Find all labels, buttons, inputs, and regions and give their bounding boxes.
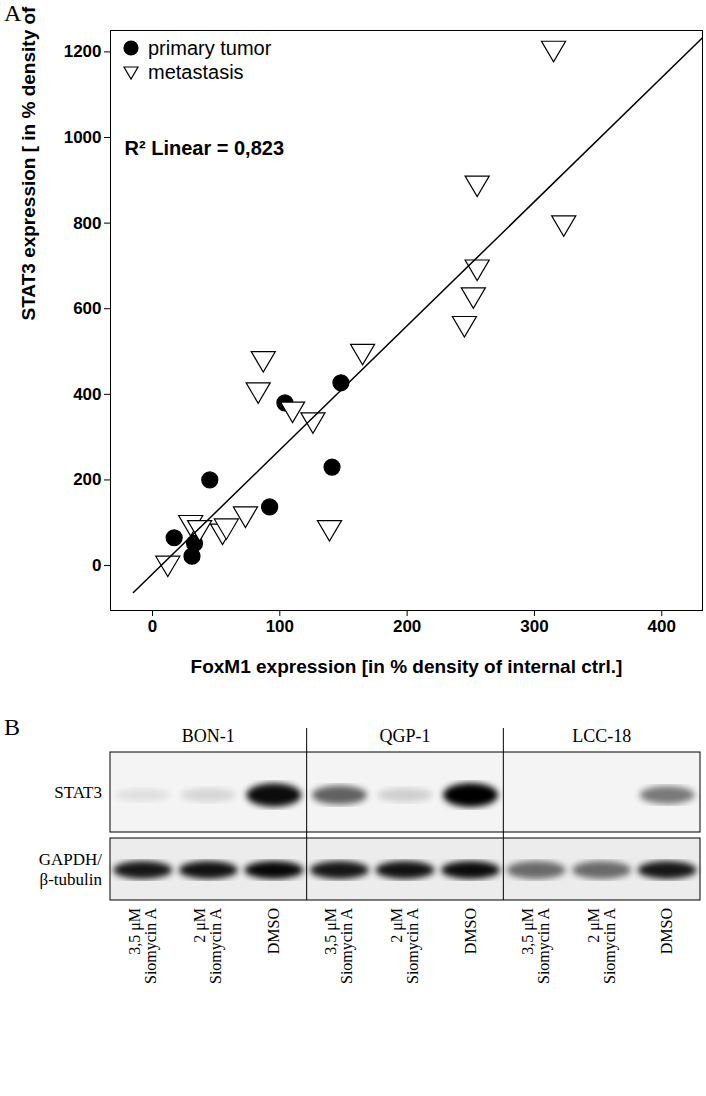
- html-text:primary tumor: primary tumor: [148, 36, 272, 59]
- svg-text:100: 100: [266, 617, 294, 636]
- svg-text:3,5 μMSiomycin A: 3,5 μMSiomycin A: [126, 908, 160, 984]
- svg-text:200: 200: [73, 470, 101, 489]
- svg-text:FoxM1 expression [in % density: FoxM1 expression [in % density of intern…: [191, 656, 623, 677]
- svg-text:200: 200: [393, 617, 421, 636]
- svg-text:BON-1: BON-1: [182, 726, 235, 746]
- svg-text:LCC-18: LCC-18: [572, 726, 631, 746]
- html-text:B: B: [4, 714, 20, 740]
- svg-text:1000: 1000: [64, 128, 102, 147]
- svg-text:3,5 μMSiomycin A: 3,5 μMSiomycin A: [519, 908, 553, 984]
- svg-text:3,5 μMSiomycin A: 3,5 μMSiomycin A: [322, 908, 356, 984]
- svg-text:800: 800: [73, 214, 101, 233]
- svg-text:STAT3 expression [ in % densit: STAT3 expression [ in % density of inter…: [18, 0, 39, 321]
- svg-text:2 μMSiomycin A: 2 μMSiomycin A: [585, 908, 619, 984]
- svg-text:0: 0: [92, 556, 101, 575]
- svg-text:DMSO: DMSO: [265, 908, 282, 954]
- html-text:A: A: [4, 0, 22, 26]
- svg-text:DMSO: DMSO: [462, 908, 479, 954]
- svg-text:400: 400: [73, 385, 101, 404]
- svg-text:400: 400: [648, 617, 676, 636]
- svg-text:2 μMSiomycin A: 2 μMSiomycin A: [191, 908, 225, 984]
- svg-text:1200: 1200: [64, 42, 102, 61]
- svg-text:DMSO: DMSO: [658, 908, 675, 954]
- svg-text:STAT3: STAT3: [54, 783, 102, 802]
- svg-text:600: 600: [73, 299, 101, 318]
- html-text:metastasis: metastasis: [148, 60, 244, 83]
- svg-text:2 μMSiomycin A: 2 μMSiomycin A: [388, 908, 422, 984]
- svg-text:QGP-1: QGP-1: [379, 726, 430, 746]
- svg-text:R² Linear = 0,823: R² Linear = 0,823: [125, 137, 285, 159]
- svg-text:0: 0: [148, 617, 157, 636]
- svg-text:GAPDH/β-tubulin: GAPDH/β-tubulin: [39, 850, 103, 889]
- svg-text:300: 300: [520, 617, 548, 636]
